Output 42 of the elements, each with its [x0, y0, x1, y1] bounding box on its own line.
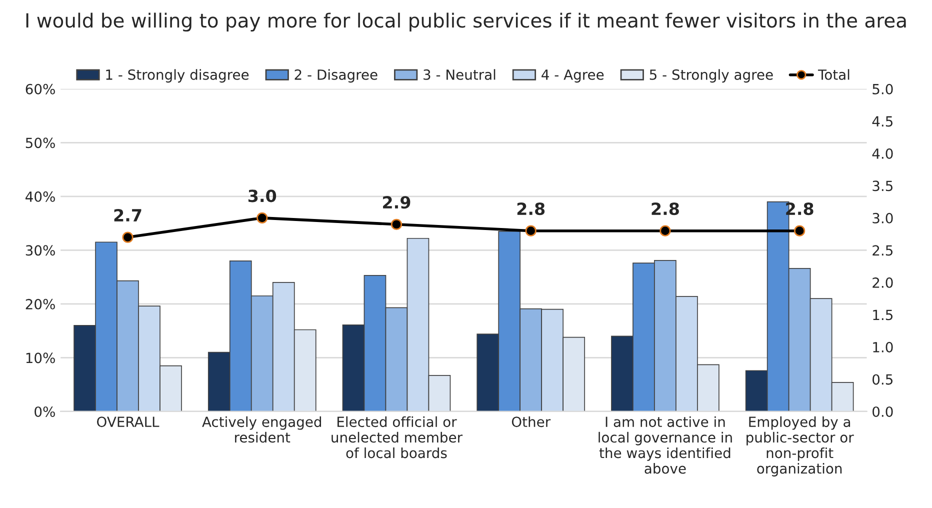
data-label: 2.7: [114, 208, 142, 222]
y2-tick-label: 5.0: [872, 84, 893, 94]
x-tick-label: Employed by a public-sector or non-profit organization: [746, 416, 854, 476]
point: [122, 232, 134, 243]
point: [794, 225, 806, 236]
y2-tick-label: 2.5: [872, 245, 892, 256]
legend-label: 5 - Strongly agree: [650, 69, 773, 83]
data-label: 2.8: [517, 202, 545, 216]
legend-label: 3 - Neutral: [424, 69, 496, 80]
legend-label: 4 - Agree: [542, 70, 604, 83]
y-tick-label: 60%: [26, 84, 55, 94]
x-tick-label: Elected official or unelected member of local boards: [332, 416, 463, 458]
y2-tick-label: 4.0: [872, 148, 893, 159]
y-tick-label: 50%: [26, 138, 55, 148]
y-tick-label: 30%: [26, 245, 55, 256]
point: [525, 225, 536, 236]
y-tick-label: 0%: [34, 406, 55, 417]
y2-tick-label: 1.0: [873, 342, 893, 352]
y2-tick-label: 4.5: [872, 116, 892, 127]
point: [390, 218, 402, 230]
legend-label: Total: [818, 69, 850, 80]
x-tick-label: Actively engaged resident: [202, 416, 322, 443]
legend-label: 2 - Disagree: [294, 69, 378, 83]
chart-title: I would be willing to pay more for local public services if it meant fewer visitors in the area: [26, 12, 906, 32]
legend-label: 1 - Strongly disagree: [106, 69, 249, 83]
x-tick-label: Other: [512, 416, 551, 428]
x-tick-label: OVERALL: [97, 416, 160, 428]
y-tick-label: 20%: [26, 298, 55, 310]
y-tick-label: 10%: [26, 352, 55, 364]
data-label: 3.0: [248, 190, 276, 202]
y2-tick-label: 2.0: [872, 277, 893, 288]
y2-tick-label: 3.0: [872, 212, 893, 224]
y2-tick-label: 3.5: [872, 180, 892, 192]
y2-tick-label: 0.5: [872, 374, 892, 385]
data-label: 2.9: [383, 196, 410, 209]
y-tick-label: 40%: [26, 191, 55, 202]
y2-tick-label: 1.5: [873, 310, 892, 320]
data-label: 2.8: [652, 202, 679, 216]
y2-tick-label: 0.0: [872, 406, 893, 417]
x-tick-label: I am not active in local governance in the ways identified above: [598, 416, 732, 474]
point: [256, 212, 268, 224]
point: [660, 225, 671, 236]
